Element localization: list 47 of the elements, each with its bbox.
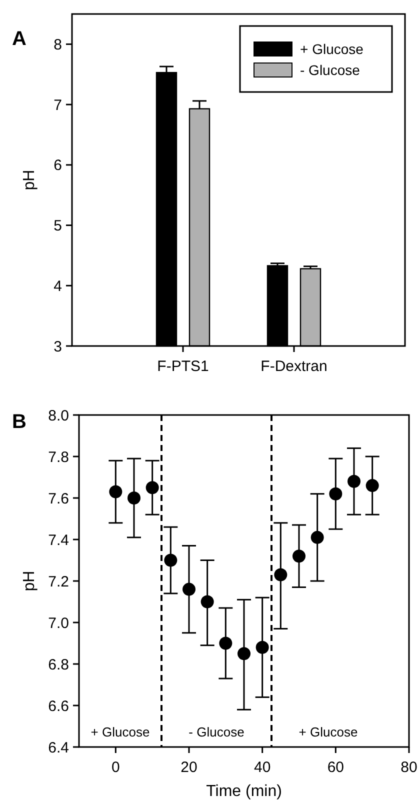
chart-title: B — [12, 411, 26, 433]
y-tick-label: 7.6 — [48, 490, 69, 508]
point — [274, 568, 288, 582]
annotation: + Glucose — [90, 724, 150, 740]
point — [310, 530, 324, 544]
y-tick-label: 5 — [54, 218, 62, 235]
x-tick-label: 20 — [180, 759, 198, 776]
x-tick-label: F-PTS1 — [157, 358, 209, 375]
point — [200, 595, 214, 608]
x-tick-label: 40 — [254, 759, 271, 776]
point — [256, 640, 269, 654]
y-axis-title: pH — [21, 170, 38, 190]
y-tick-label: 4 — [54, 278, 62, 295]
y-tick-label: 6.6 — [48, 698, 69, 715]
x-axis-title: Time (min) — [206, 783, 282, 800]
y-tick-label: 7.8 — [48, 448, 69, 466]
point — [238, 647, 250, 660]
y-tick-label: 7.4 — [48, 532, 69, 549]
y-tick-label: 3 — [54, 338, 62, 356]
y-tick-label: 6.8 — [48, 656, 69, 674]
point — [164, 554, 178, 567]
point — [348, 474, 360, 488]
x-tick-label: F-Dextran — [260, 358, 328, 375]
y-tick-label: 8 — [54, 36, 62, 54]
y-tick-label: 7.0 — [48, 614, 69, 632]
legend-label: - Glucose — [300, 62, 360, 78]
annotation: - Glucose — [188, 724, 244, 740]
point — [329, 487, 342, 500]
legend-label: + Glucose — [300, 40, 364, 57]
y-tick-label: 7 — [54, 96, 62, 114]
point — [146, 481, 159, 494]
point — [109, 485, 122, 498]
point — [292, 550, 306, 563]
point — [128, 492, 140, 504]
x-tick-label: 60 — [327, 759, 344, 776]
y-tick-label: 8.0 — [48, 407, 69, 424]
y-tick-label: 7.2 — [48, 573, 69, 590]
y-tick-label: 6.4 — [48, 739, 69, 756]
point — [182, 582, 196, 596]
y-tick-label: 6 — [54, 157, 62, 174]
x-tick-label: 0 — [111, 759, 120, 776]
text: A — [12, 28, 26, 50]
point — [219, 636, 232, 650]
x-tick-label: 80 — [400, 759, 418, 776]
annotation: + Glucose — [298, 724, 358, 740]
point — [366, 479, 379, 492]
y-axis-title: pH — [21, 570, 38, 592]
